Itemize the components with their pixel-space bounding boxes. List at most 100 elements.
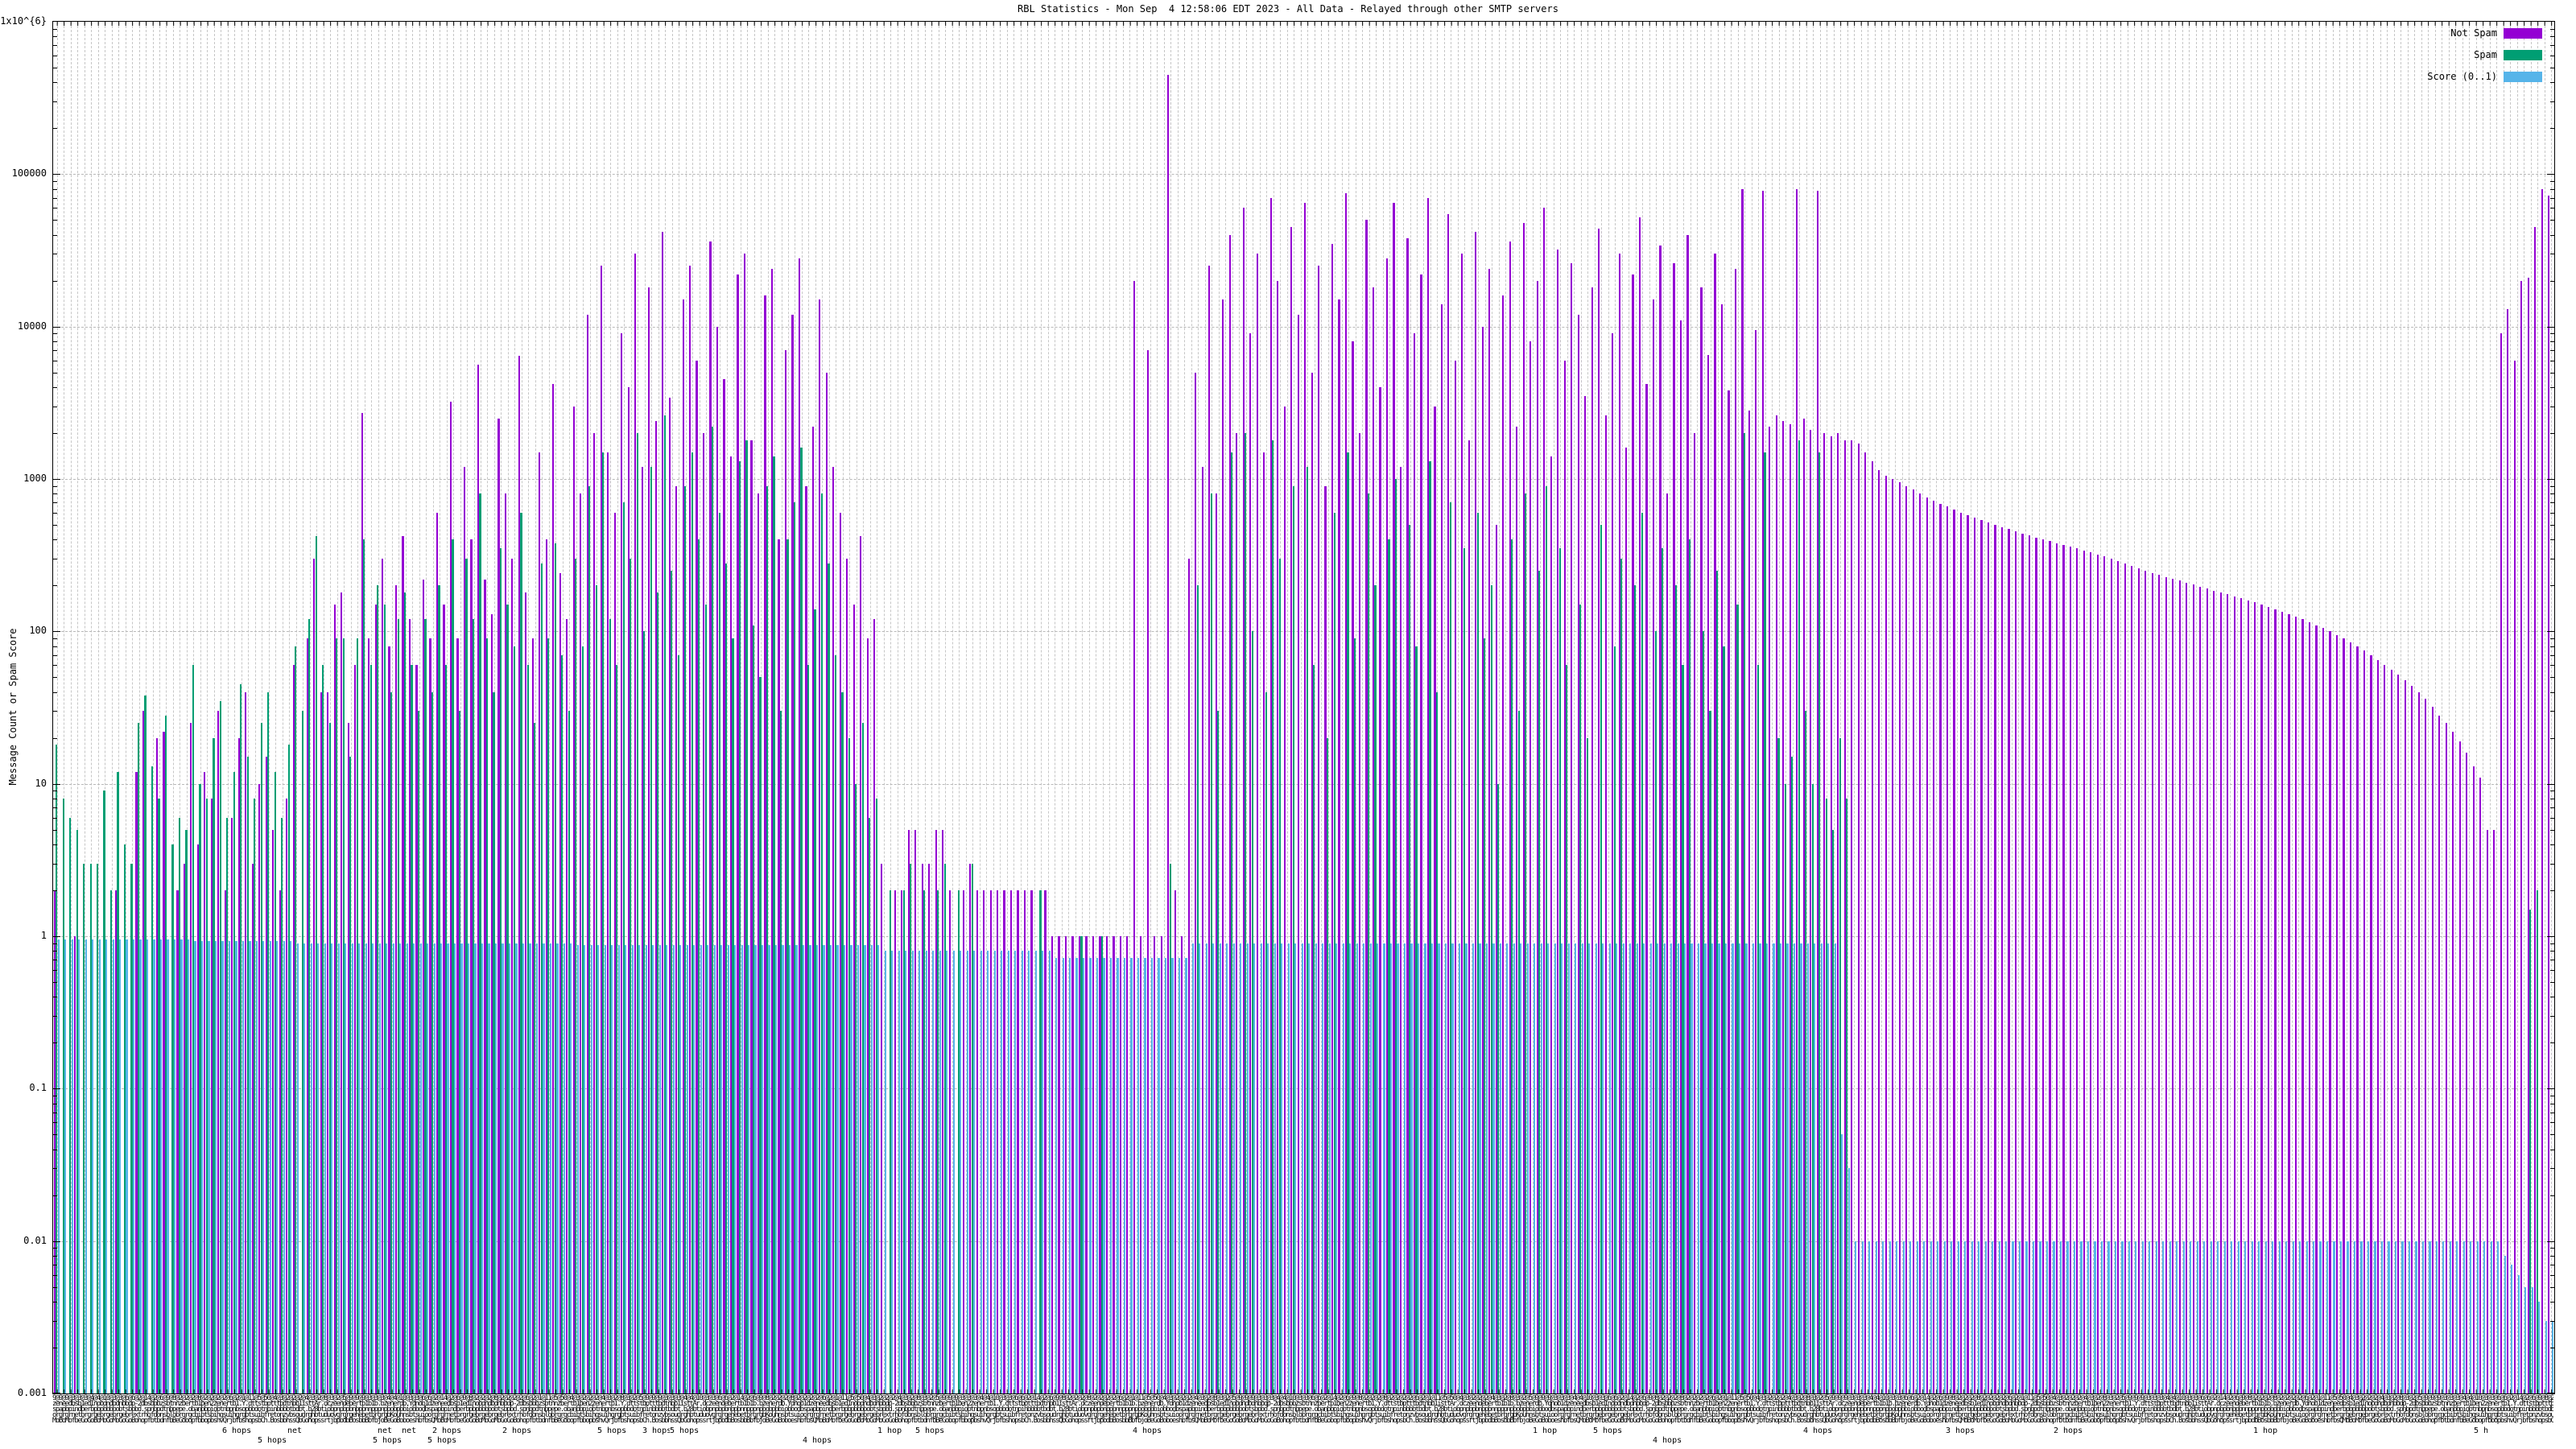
vertical-gridline	[931, 22, 933, 1393]
bar-not-spam	[1304, 202, 1307, 1393]
bar-not-spam	[1311, 372, 1313, 1393]
vertical-gridline	[1587, 22, 1589, 1393]
bar-score	[2032, 1241, 2035, 1393]
vertical-gridline	[2339, 22, 2341, 1393]
bar-not-spam	[2466, 753, 2468, 1393]
bar-not-spam	[832, 467, 835, 1393]
vertical-gridline	[2428, 22, 2429, 1393]
y-axis-tick	[2550, 807, 2554, 808]
bar-score	[440, 943, 443, 1393]
legend-swatch	[2504, 27, 2542, 39]
bar-not-spam	[613, 513, 616, 1393]
bar-score	[2114, 1241, 2116, 1393]
y-axis-tick	[53, 711, 57, 712]
vertical-gridline	[207, 22, 208, 1393]
vertical-gridline	[1936, 22, 1938, 1393]
bar-spam	[479, 493, 481, 1393]
bar-score	[351, 943, 353, 1393]
bar-spam	[192, 665, 195, 1393]
bar-not-spam	[901, 890, 903, 1393]
bar-score	[1540, 943, 1542, 1393]
bar-spam	[1805, 711, 1807, 1393]
y-axis-tick	[53, 982, 57, 983]
bar-score	[488, 943, 490, 1393]
bar-not-spam	[388, 646, 390, 1393]
vertical-gridline	[2271, 22, 2273, 1393]
y-axis-tick	[2550, 890, 2554, 891]
bar-not-spam	[668, 398, 671, 1393]
bar-spam	[1196, 585, 1199, 1393]
bar-not-spam	[183, 863, 185, 1393]
bar-not-spam	[1146, 350, 1149, 1393]
bar-score	[427, 943, 429, 1393]
bar-spam	[957, 890, 960, 1393]
bar-score	[187, 939, 190, 1393]
bar-score	[2531, 1286, 2533, 1393]
bar-score	[1649, 943, 1652, 1393]
bar-not-spam	[935, 829, 937, 1393]
bar-spam	[1265, 691, 1267, 1393]
bar-not-spam	[1228, 234, 1231, 1393]
bar-spam	[438, 585, 440, 1393]
bar-not-spam	[286, 799, 288, 1393]
y-axis-tick	[53, 1042, 57, 1044]
bar-score	[2025, 1241, 2028, 1393]
bar-not-spam	[463, 467, 466, 1393]
bar-score	[1349, 943, 1352, 1393]
bar-score	[2251, 1241, 2253, 1393]
bar-not-spam	[580, 493, 582, 1393]
bar-not-spam	[73, 936, 76, 1393]
bar-spam	[1736, 605, 1739, 1393]
bar-not-spam	[163, 731, 165, 1393]
legend-swatch	[2504, 71, 2542, 82]
bar-spam	[1463, 548, 1465, 1393]
bar-not-spam	[1358, 433, 1361, 1393]
bar-spam	[1613, 646, 1616, 1393]
bar-not-spam	[1058, 936, 1060, 1393]
bar-spam	[205, 799, 208, 1393]
x-label-fragment: 3 hops	[642, 1426, 672, 1435]
bar-not-spam	[2041, 539, 2045, 1393]
bar-not-spam	[928, 863, 931, 1393]
bar-not-spam	[791, 314, 794, 1393]
vertical-gridline	[1286, 22, 1288, 1393]
bar-score	[494, 943, 497, 1393]
bar-spam	[602, 452, 605, 1393]
bar-score	[1246, 943, 1249, 1393]
y-axis-tick	[2550, 844, 2554, 845]
bar-score	[1103, 958, 1105, 1393]
bar-spam	[246, 757, 249, 1393]
bar-spam	[712, 427, 714, 1393]
bar-score	[1205, 943, 1208, 1393]
bar-not-spam	[1044, 890, 1046, 1393]
bar-score	[1561, 943, 1563, 1393]
bar-not-spam	[1557, 250, 1559, 1393]
y-axis-tick	[2550, 181, 2554, 182]
vertical-gridline	[2373, 22, 2375, 1393]
y-axis-tick	[53, 326, 60, 328]
bar-spam	[151, 766, 154, 1393]
bar-not-spam	[2110, 559, 2112, 1393]
bar-not-spam	[1598, 228, 1600, 1393]
bar-spam	[1367, 493, 1370, 1393]
y-axis-tick	[2550, 513, 2554, 514]
bar-score	[57, 939, 60, 1393]
bar-spam	[1709, 711, 1711, 1393]
y-axis-tick	[2550, 539, 2554, 541]
vertical-gridline	[254, 22, 256, 1393]
vertical-gridline	[97, 22, 99, 1393]
bar-spam	[185, 829, 188, 1393]
bar-not-spam	[607, 452, 609, 1393]
bar-score	[543, 943, 545, 1393]
bar-not-spam	[518, 356, 520, 1393]
bar-not-spam	[2267, 606, 2270, 1393]
bar-not-spam	[2096, 554, 2099, 1393]
bar-not-spam	[2158, 575, 2161, 1393]
bar-score	[980, 951, 982, 1393]
y-axis-tick	[2550, 646, 2554, 647]
bar-score	[1178, 958, 1180, 1393]
bar-score	[2100, 1241, 2103, 1393]
bar-not-spam	[846, 559, 848, 1393]
bar-score	[386, 943, 388, 1393]
x-label-fragment: 2 hops	[2054, 1426, 2083, 1435]
